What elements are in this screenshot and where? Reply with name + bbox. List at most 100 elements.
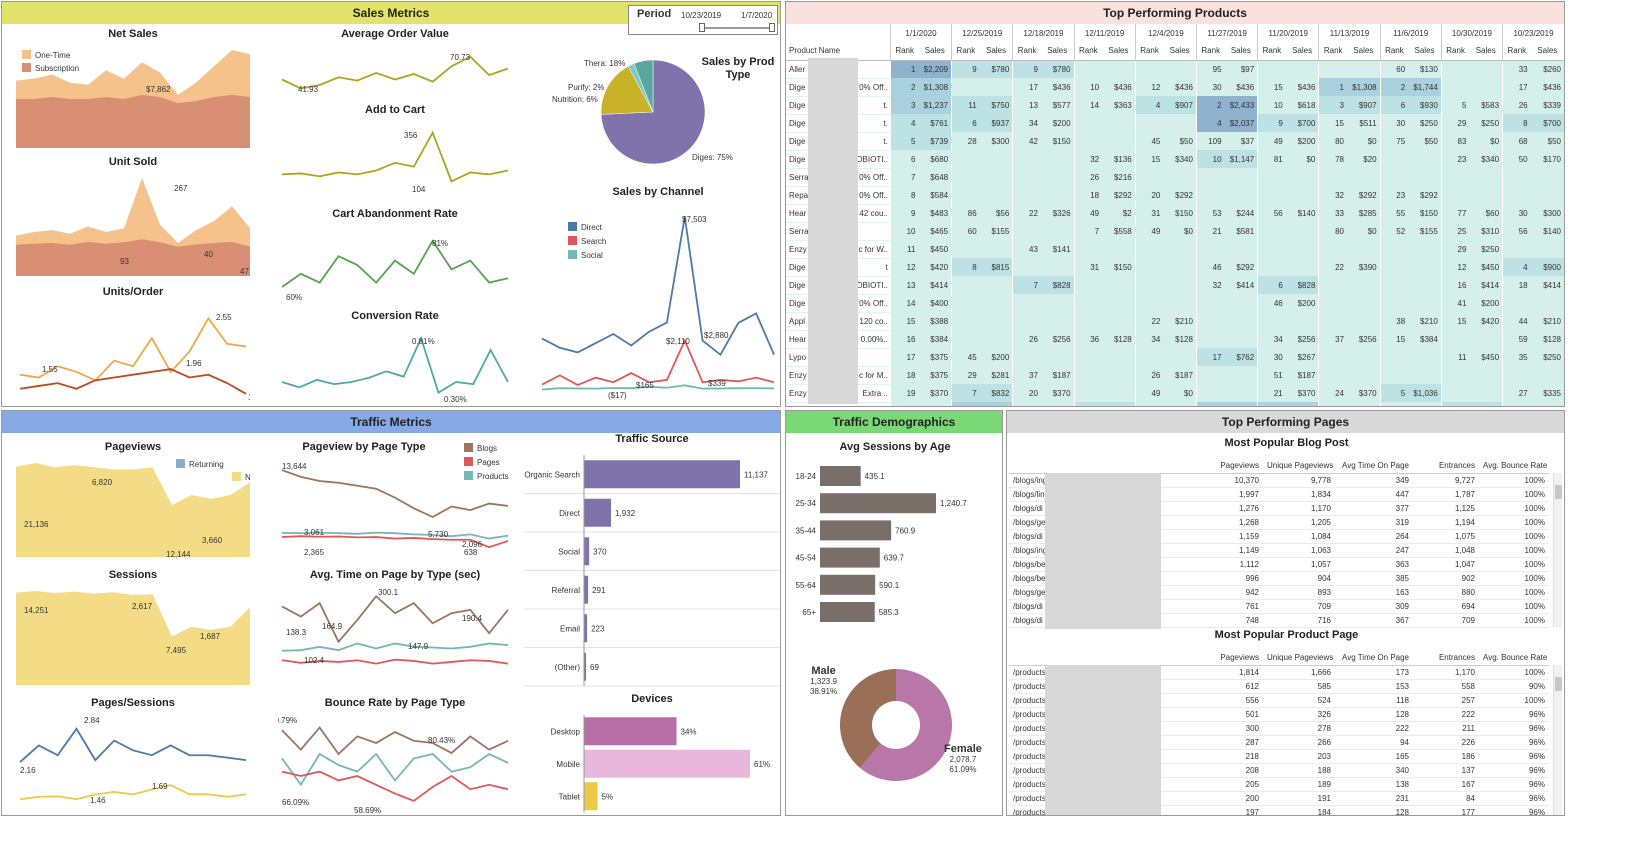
- table-row[interactable]: Repa 0% Off.. 8 $584 18 $292 20 $292 32 $292 23 $29…: [786, 186, 1564, 205]
- scrollbar[interactable]: [1553, 665, 1562, 815]
- week-header[interactable]: 12/11/2019: [1073, 24, 1136, 42]
- sales-cell: [1285, 222, 1319, 240]
- period-slider-handle-end[interactable]: [769, 23, 775, 32]
- rank-cell: 12: [889, 258, 919, 276]
- sales-cell: [1408, 366, 1442, 384]
- rank-cell: [1073, 384, 1103, 402]
- column-header[interactable]: Avg. Bounce Rate: [1479, 651, 1549, 666]
- legend-label: Subscription: [35, 64, 79, 73]
- rank-cell: [1502, 186, 1531, 204]
- table-row[interactable]: Dige t. 3 $1,237 11 $750 13 $577 14 $363 4 $907 2 $2,…: [786, 96, 1564, 115]
- week-header[interactable]: 12/25/2019: [951, 24, 1013, 42]
- female-value: 2,078.7: [949, 755, 977, 764]
- metric-cell: 709: [1413, 613, 1479, 628]
- chart-svg: 41.93 70.73: [281, 53, 509, 94]
- table-row[interactable]: Aller 1 $2,209 9 $780 9 $780 95 $97 60 $130 33 $260: [786, 60, 1564, 79]
- week-header[interactable]: 12/18/2019: [1012, 24, 1075, 42]
- metric-cell: 367: [1335, 613, 1413, 628]
- legend-swatch: [568, 222, 577, 231]
- table-row[interactable]: Dige t. 4 $761 6 $937 34 $200 4 $2,037 9 $700 15 $511…: [786, 114, 1564, 133]
- product-name-cell[interactable]: Dige ct.: [786, 402, 891, 406]
- table-row[interactable]: Dige OBIOTI.. 13 $414 7 $828 32 $414 6 $828 16 $414…: [786, 276, 1564, 295]
- table-row[interactable]: Serra 0% Off.. 7 $648 26 $216: [786, 168, 1564, 187]
- sales-cell: $200: [979, 348, 1013, 366]
- rank-col-header: Rank: [1440, 42, 1470, 61]
- data-label: $7,862: [146, 85, 171, 94]
- column-header[interactable]: Avg Time On Page: [1335, 459, 1413, 474]
- week-header[interactable]: 12/4/2019: [1134, 24, 1197, 42]
- week-header[interactable]: 10/30/2019: [1440, 24, 1503, 42]
- column-header[interactable]: Avg. Bounce Rate: [1479, 459, 1549, 474]
- column-header[interactable]: Pageviews: [1201, 651, 1263, 666]
- column-header[interactable]: Entrances: [1413, 651, 1479, 666]
- week-header[interactable]: 11/6/2019: [1379, 24, 1442, 42]
- sales-cell: $0: [1469, 132, 1503, 150]
- table-row[interactable]: Dige 0% Off.. 2 $1,308 17 $436 10 $436 12 $436 30 $…: [786, 78, 1564, 97]
- table-row[interactable]: Dige t 12 $420 8 $815 31 $150 46 $292 22 $390 12 $450…: [786, 258, 1564, 277]
- metric-cell: 264: [1335, 529, 1413, 544]
- scrollbar-thumb[interactable]: [1555, 677, 1562, 691]
- week-header[interactable]: 11/20/2019: [1257, 24, 1319, 42]
- table-row[interactable]: Serra 10 $465 60 $155 7 $558 49 $0 21 $581 80 $0 52 $1…: [786, 222, 1564, 241]
- period-filter[interactable]: Period 10/23/2019 1/7/2020: [628, 5, 778, 35]
- legend-label: Social: [581, 251, 603, 260]
- series-line-one-time: [19, 316, 247, 382]
- table-row[interactable]: Hear 42 cou.. 9 $483 86 $56 22 $326 49 $2 31 $150 53…: [786, 204, 1564, 223]
- metric-cell: 1,170: [1263, 501, 1335, 516]
- bar: [820, 547, 880, 568]
- table-row[interactable]: Dige t. 5 $739 28 $300 42 $150 45 $50 109 $37 49 $200…: [786, 132, 1564, 151]
- sales-metrics-header: Sales Metrics: [2, 2, 780, 24]
- period-slider-track[interactable]: [701, 27, 773, 29]
- data-label: 13,644: [282, 462, 307, 471]
- table-row[interactable]: Dige 0% Off.. 14 $400 46 $200 41 $200: [786, 294, 1564, 313]
- rank-cell: [1073, 132, 1103, 150]
- week-header[interactable]: 1/1/2020: [889, 24, 952, 42]
- metric-cell: 100%: [1479, 501, 1549, 516]
- column-header[interactable]: Entrances: [1413, 459, 1479, 474]
- week-header[interactable]: 10/23/2019: [1502, 24, 1564, 42]
- legend-swatch: [176, 459, 185, 468]
- data-label: 590.1: [879, 581, 900, 590]
- week-header[interactable]: 11/27/2019: [1195, 24, 1258, 42]
- table-row[interactable]: Appl 120 co.. 15 $388 22 $210 38 $210 15 $420 44 $2…: [786, 312, 1564, 331]
- rank-cell: [1440, 60, 1470, 78]
- column-header[interactable]: Pageviews: [1201, 459, 1263, 474]
- redaction-block: [808, 58, 858, 404]
- product-name-prefix: Hear: [789, 334, 807, 344]
- table-row[interactable]: Dige OBIOTI.. 6 $680 32 $136 15 $340 10 $1,147 81 $…: [786, 150, 1564, 169]
- product-page-title: Most Popular Product Page: [1214, 629, 1359, 641]
- sales-cell: [1102, 132, 1136, 150]
- rank-cell: 6: [1257, 276, 1286, 294]
- sales-cell: $210: [1163, 312, 1197, 330]
- column-header[interactable]: Avg Time On Page: [1335, 651, 1413, 666]
- table-row[interactable]: Digect.20$3523$1,6503$7048$1,3202$1,5842…: [786, 402, 1564, 406]
- week-header[interactable]: 11/13/2019: [1318, 24, 1381, 42]
- female-label-group: Female 2,078.7 61.09%: [944, 743, 982, 775]
- product-name-suffix: OBIOTI..: [856, 154, 888, 164]
- scrollbar[interactable]: [1553, 473, 1562, 627]
- product-name-prefix: Enzy: [789, 370, 807, 380]
- data-label: 93: [120, 257, 129, 266]
- rank-cell: 17: [1502, 78, 1531, 96]
- period-slider-handle-start[interactable]: [699, 23, 705, 32]
- data-label: 60%: [286, 293, 302, 302]
- metric-cell: 1,205: [1263, 515, 1335, 530]
- chart-title: Add to Cart: [365, 104, 425, 116]
- sales-cell: $1,584: [1285, 402, 1319, 406]
- table-row[interactable]: Enzy Extra .. 19 $370 7 $832 20 $370 49 $0 21 $370 2…: [786, 384, 1564, 403]
- sales-cell: [1040, 150, 1075, 168]
- sales-cell: [1408, 294, 1442, 312]
- sales-cell: [1040, 168, 1075, 186]
- data-label: Diges: 75%: [692, 153, 733, 162]
- column-header[interactable]: Unique Pageviews: [1263, 651, 1335, 666]
- table-row[interactable]: Hear 0.00%.. 16 $384 26 $256 36 $128 34 $128 34 $25…: [786, 330, 1564, 349]
- table-row[interactable]: Enzy c for M.. 18 $375 29 $281 37 $187 26 $187 51 $…: [786, 366, 1564, 385]
- sales-cell: $128: [1530, 330, 1564, 348]
- rank-cell: 50: [1502, 150, 1531, 168]
- column-header[interactable]: Unique Pageviews: [1263, 459, 1335, 474]
- scrollbar-thumb[interactable]: [1555, 485, 1562, 499]
- sales-cell: $436: [1530, 78, 1564, 96]
- metric-cell: 1,159: [1201, 529, 1263, 544]
- table-row[interactable]: Enzy c for W.. 11 $450 43 $141 29 $250: [786, 240, 1564, 259]
- table-row[interactable]: Lypo 17 $375 45 $200 17 $762 30 $267 11 $450 35 $250: [786, 348, 1564, 367]
